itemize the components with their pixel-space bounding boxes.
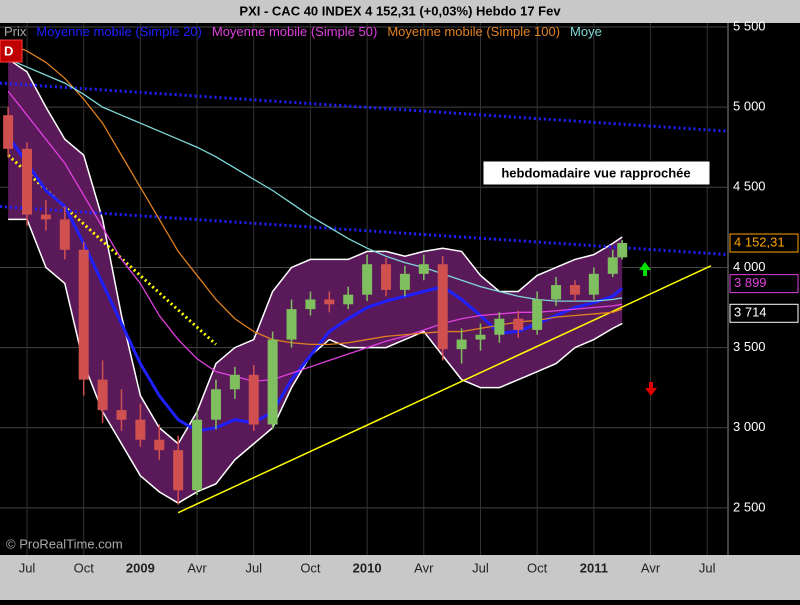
x-tick-label: Jul xyxy=(19,560,36,575)
candle-body xyxy=(229,374,240,390)
candle-body xyxy=(343,294,354,305)
x-tick-label: Jul xyxy=(699,560,716,575)
down-arrow xyxy=(645,382,657,396)
candle-body xyxy=(569,285,580,295)
candle-body xyxy=(78,249,89,380)
trendline xyxy=(0,205,729,257)
candle-body xyxy=(617,243,628,258)
legend-entry: Moye xyxy=(570,24,602,39)
plot-area xyxy=(0,23,729,555)
candle-body xyxy=(116,410,127,420)
band-upper xyxy=(7,58,623,445)
x-tick-label: Oct xyxy=(74,560,95,575)
chart-title: PXI - CAC 40 INDEX 4 152,31 (+0,03%) Heb… xyxy=(239,3,561,18)
moving-average xyxy=(7,58,623,302)
candle-body xyxy=(59,219,70,250)
x-tick-label: Oct xyxy=(300,560,321,575)
candle-body xyxy=(248,374,259,425)
candle-body xyxy=(3,115,14,149)
header-bar xyxy=(0,0,800,23)
annotation: hebdomadaire vue rapprochée xyxy=(501,165,690,180)
marker-box xyxy=(0,39,23,63)
candle-body xyxy=(22,148,33,215)
x-tick-label: 2009 xyxy=(126,560,155,575)
candle-body xyxy=(305,299,316,310)
trendline xyxy=(177,265,712,514)
footer-bar xyxy=(0,555,800,600)
candle-body xyxy=(418,264,429,274)
x-tick-label: Avr xyxy=(641,560,661,575)
y-tick-label: 5 500 xyxy=(733,18,766,33)
candle-body xyxy=(513,318,524,330)
legend-entry: Moyenne mobile (Simple 20) xyxy=(36,24,201,39)
y-tick-label: 5 000 xyxy=(733,99,766,114)
candle-body xyxy=(362,264,373,295)
legend: Prix Moyenne mobile (Simple 20) Moyenne mo… xyxy=(4,24,602,39)
candle-body xyxy=(267,339,278,425)
price-tag xyxy=(729,274,799,294)
candle-body xyxy=(437,264,448,350)
candle-body xyxy=(551,285,562,300)
candle-body xyxy=(97,379,108,411)
candle-body xyxy=(324,299,335,305)
candle-body xyxy=(532,299,543,330)
y-tick-label: 4 000 xyxy=(733,259,766,274)
marker: D xyxy=(4,43,13,58)
candle-body xyxy=(210,389,221,420)
x-tick-label: 2010 xyxy=(353,560,382,575)
y-tick-label: 3 000 xyxy=(733,419,766,434)
candle-body xyxy=(40,214,51,220)
x-tick-label: Jul xyxy=(245,560,262,575)
candle-body xyxy=(399,273,410,290)
legend-entry: Moyenne mobile (Simple 50) xyxy=(212,24,377,39)
x-tick-label: Jul xyxy=(472,560,489,575)
candle-body xyxy=(456,339,467,350)
candle-body xyxy=(192,419,203,491)
moving-average xyxy=(7,42,623,346)
y-tick-label: 2 500 xyxy=(733,499,766,514)
y-tick-label: 4 500 xyxy=(733,179,766,194)
trendline xyxy=(0,81,729,133)
annotation-box xyxy=(482,160,711,186)
candle-body xyxy=(381,264,392,290)
band-lower xyxy=(8,218,623,504)
x-tick-label: Avr xyxy=(187,560,207,575)
legend-entry: Moyenne mobile (Simple 100) xyxy=(387,24,560,39)
price-tag-label: 3 714 xyxy=(734,305,767,320)
price-tag xyxy=(729,233,799,253)
x-tick-label: 2011 xyxy=(580,560,608,575)
y-tick-label: 3 500 xyxy=(733,339,766,354)
candle-body xyxy=(135,419,146,440)
candle-body xyxy=(494,318,505,335)
up-arrow xyxy=(639,262,651,276)
price-tag-label: 3 899 xyxy=(734,275,767,290)
candle-body xyxy=(607,257,618,274)
watermark: © ProRealTime.com xyxy=(6,536,123,551)
legend-entry: Prix xyxy=(4,24,27,39)
candle-body xyxy=(154,439,165,451)
candle-body xyxy=(475,334,486,340)
candle-body xyxy=(588,273,599,295)
candle-body xyxy=(286,309,297,340)
x-tick-label: Oct xyxy=(527,560,548,575)
candle-body xyxy=(173,450,184,491)
price-tag xyxy=(729,303,799,323)
price-tag-label: 4 152,31 xyxy=(734,234,785,249)
moving-average xyxy=(6,135,624,433)
x-tick-label: Avr xyxy=(414,560,434,575)
band-fill xyxy=(8,59,623,504)
moving-average xyxy=(7,90,623,382)
